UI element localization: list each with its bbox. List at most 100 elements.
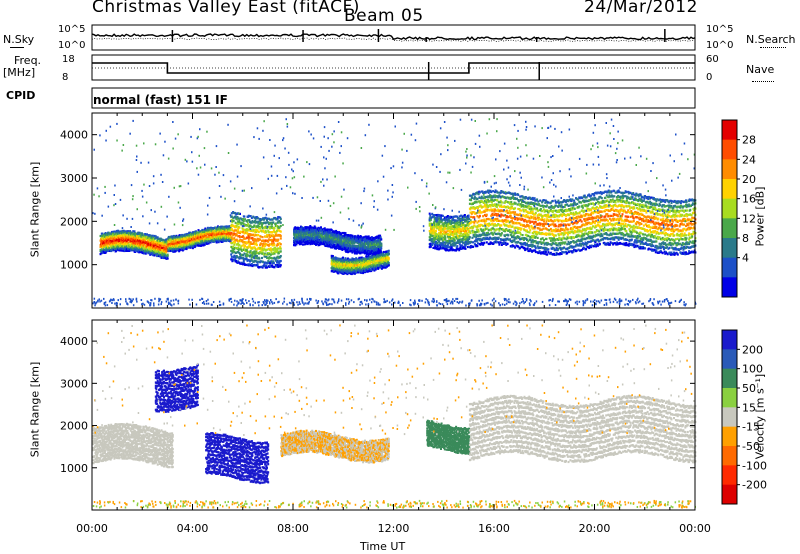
echo-cell bbox=[267, 241, 269, 243]
echo-cell bbox=[242, 239, 244, 241]
echo-cell bbox=[154, 254, 156, 256]
echo-cell bbox=[257, 234, 259, 236]
echo-cell bbox=[244, 245, 246, 247]
echo-cell bbox=[380, 247, 382, 249]
echo-cell bbox=[201, 229, 203, 231]
echo-cell bbox=[259, 258, 261, 260]
echo-cell bbox=[261, 257, 263, 259]
echo-cell bbox=[246, 249, 248, 251]
echo-cell bbox=[345, 232, 347, 234]
nsky-strip-frame bbox=[92, 25, 695, 50]
echo-cell bbox=[272, 221, 274, 223]
echo-cell bbox=[429, 214, 431, 216]
echo-cell bbox=[260, 236, 262, 238]
echo-cell bbox=[388, 257, 390, 259]
echo-cell bbox=[438, 217, 440, 219]
echo-cell bbox=[264, 256, 266, 258]
echo-cell bbox=[280, 237, 282, 239]
echo-cell bbox=[134, 230, 136, 232]
echo-cell bbox=[248, 239, 250, 241]
echo-cell bbox=[256, 255, 258, 257]
nsky-line bbox=[92, 34, 695, 40]
echo-cell bbox=[262, 227, 264, 229]
echo-cell bbox=[256, 244, 258, 246]
echo-cell bbox=[368, 235, 370, 237]
echo-cell bbox=[235, 257, 237, 259]
echo-cell bbox=[275, 223, 277, 225]
echo-cell bbox=[243, 216, 245, 218]
echo-cell bbox=[431, 235, 433, 237]
echo-cell bbox=[242, 218, 244, 220]
echo-cell bbox=[280, 264, 282, 266]
echo-cell bbox=[342, 257, 344, 259]
echo-cell bbox=[236, 225, 238, 227]
echo-cell bbox=[306, 226, 308, 228]
echo-cell bbox=[250, 254, 252, 256]
echo-cell bbox=[320, 226, 322, 228]
echo-cell bbox=[266, 266, 268, 268]
echo-cell bbox=[248, 241, 250, 243]
cpid-strip-frame bbox=[92, 88, 695, 108]
echo-cell bbox=[440, 217, 442, 219]
echo-cell bbox=[235, 222, 237, 224]
echo-cell bbox=[120, 249, 122, 251]
echo-cell bbox=[388, 250, 390, 252]
echo-cell bbox=[167, 257, 169, 259]
echo-cell bbox=[262, 236, 264, 238]
echo-cell bbox=[296, 243, 298, 245]
echo-cell bbox=[433, 228, 435, 230]
echo-cell bbox=[277, 239, 279, 241]
echo-cell bbox=[272, 240, 274, 242]
echo-cell bbox=[167, 254, 169, 256]
echo-cell bbox=[377, 252, 379, 254]
echo-cell bbox=[261, 225, 263, 227]
echo-cell bbox=[260, 243, 262, 245]
echo-cell bbox=[274, 227, 276, 229]
echo-cell bbox=[388, 252, 390, 254]
echo-cell bbox=[251, 263, 253, 265]
echo-cell bbox=[380, 236, 382, 238]
echo-cell bbox=[238, 223, 240, 225]
echo-cell bbox=[255, 242, 257, 244]
echo-cell bbox=[257, 264, 259, 266]
echo-cell bbox=[388, 264, 390, 266]
echo-cell bbox=[280, 260, 282, 262]
echo-cell bbox=[280, 248, 282, 250]
echo-cell bbox=[235, 229, 237, 231]
echo-cell bbox=[265, 265, 267, 267]
echo-cell bbox=[248, 236, 250, 238]
echo-cell bbox=[238, 244, 240, 246]
echo-cell bbox=[280, 225, 282, 227]
echo-cell bbox=[277, 260, 279, 262]
freq-strip-frame bbox=[92, 55, 695, 80]
echo-cell bbox=[238, 227, 240, 229]
echo-cell bbox=[237, 229, 239, 231]
echo-cell bbox=[388, 262, 390, 264]
echo-cell bbox=[254, 255, 256, 257]
echo-cell bbox=[257, 217, 259, 219]
echo-cell bbox=[273, 262, 275, 264]
echo-cell bbox=[280, 235, 282, 237]
echo-cell bbox=[245, 264, 247, 266]
echo-cell bbox=[243, 261, 245, 263]
echo-cell bbox=[380, 243, 382, 245]
echo-cell bbox=[280, 231, 282, 233]
echo-cell bbox=[280, 250, 282, 252]
echo-cell bbox=[164, 241, 166, 243]
echo-cell bbox=[444, 237, 446, 239]
echo-cell bbox=[240, 236, 242, 238]
echo-cell bbox=[259, 238, 261, 240]
echo-cell bbox=[431, 238, 433, 240]
echo-cell bbox=[383, 251, 385, 253]
echo-cell bbox=[233, 237, 235, 239]
echo-cell bbox=[274, 266, 276, 268]
echo-cell bbox=[231, 256, 233, 258]
echo-cell bbox=[435, 230, 437, 232]
echo-cell bbox=[269, 262, 271, 264]
radar-figure: 2824201612842001005015-15-50-100-200 100… bbox=[0, 0, 800, 554]
echo-cell bbox=[377, 267, 379, 269]
echo-cell bbox=[296, 239, 298, 241]
echo-cell bbox=[264, 245, 266, 247]
echo-cell bbox=[161, 247, 163, 249]
echo-cell bbox=[273, 249, 275, 251]
